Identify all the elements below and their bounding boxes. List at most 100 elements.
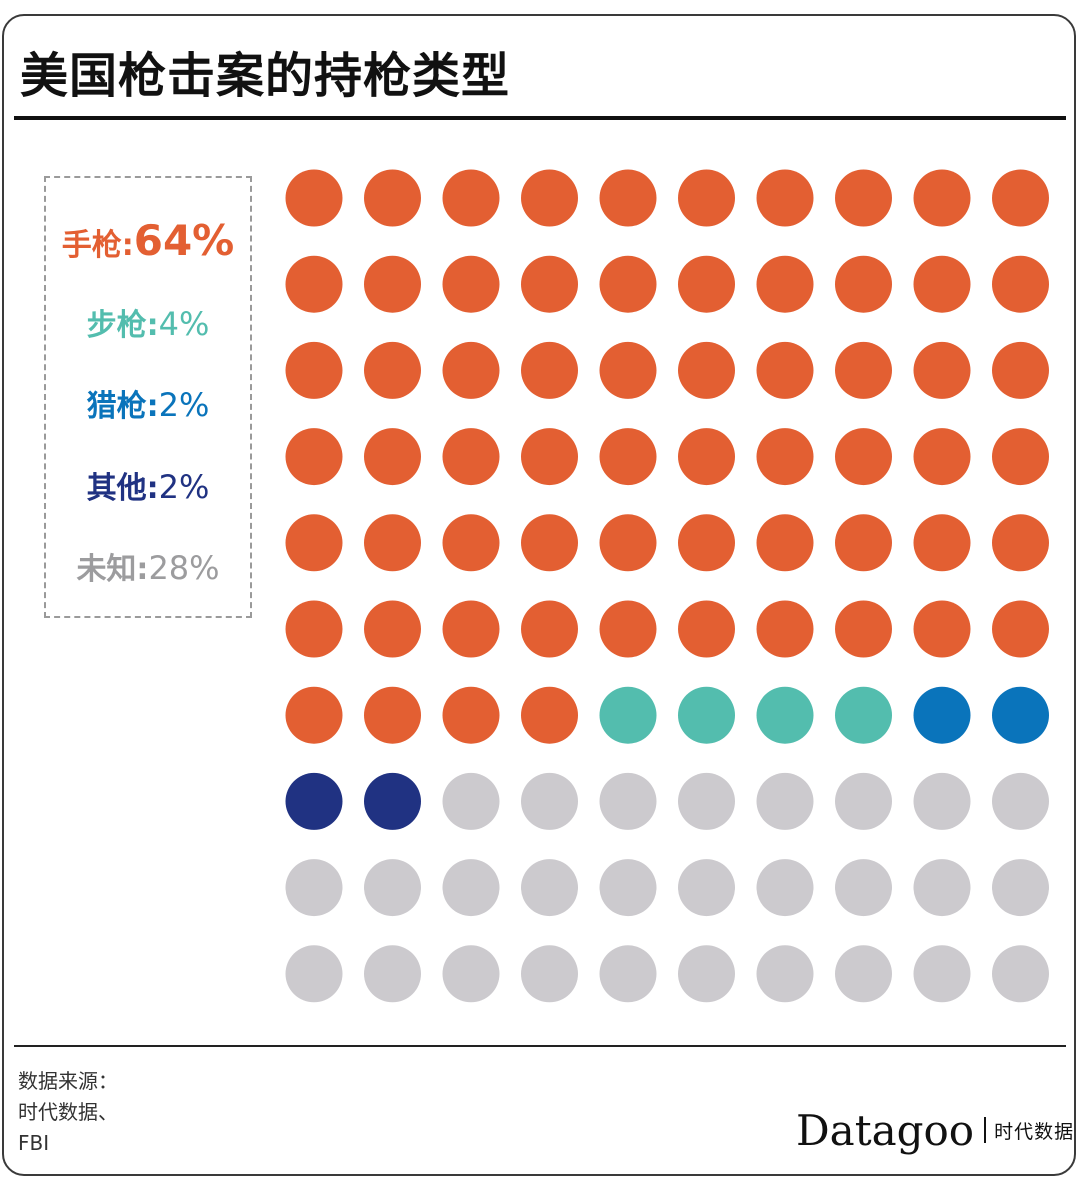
legend-value-handgun: 64%	[133, 216, 235, 265]
waffle-dot-手枪	[521, 600, 578, 658]
legend-label-handgun: 手枪:	[61, 228, 134, 263]
chart-title: 美国枪击案的持枪类型	[20, 48, 511, 104]
waffle-dot-步枪	[678, 686, 735, 744]
waffle-dot-手枪	[756, 514, 814, 572]
waffle-dot-手枪	[913, 600, 971, 658]
waffle-dot-未知	[521, 945, 578, 1003]
waffle-dot-未知	[756, 945, 814, 1003]
waffle-dot-步枪	[756, 686, 814, 744]
waffle-dot-手枪	[442, 255, 500, 313]
waffle-dot-手枪	[285, 428, 343, 486]
waffle-dot-未知	[678, 945, 735, 1003]
waffle-dot-手枪	[364, 514, 421, 572]
waffle-dot-手枪	[678, 255, 735, 313]
waffle-dot-手枪	[364, 428, 421, 486]
waffle-dot-未知	[599, 772, 657, 830]
waffle-dot-手枪	[599, 255, 657, 313]
waffle-dot-手枪	[364, 600, 421, 658]
waffle-dot-其他	[285, 772, 343, 830]
legend-label-shotgun: 猎枪:	[86, 389, 159, 424]
waffle-dot-未知	[913, 772, 971, 830]
waffle-dot-手枪	[913, 255, 971, 313]
waffle-dot-未知	[678, 859, 735, 917]
waffle-dot-手枪	[521, 686, 578, 744]
waffle-dot-手枪	[364, 686, 421, 744]
waffle-dot-手枪	[992, 169, 1049, 227]
legend-value-other: 2%	[158, 468, 210, 506]
waffle-dot-手枪	[442, 600, 500, 658]
waffle-dot-手枪	[521, 514, 578, 572]
waffle-dot-手枪	[678, 514, 735, 572]
legend-label-unknown: 未知:	[76, 552, 149, 587]
waffle-dot-手枪	[285, 341, 343, 399]
waffle-dot-手枪	[835, 600, 892, 658]
waffle-dot-手枪	[285, 686, 343, 744]
waffle-dot-手枪	[442, 686, 500, 744]
waffle-dot-手枪	[756, 428, 814, 486]
waffle-dot-未知	[913, 945, 971, 1003]
legend-item-shotgun: 猎枪:2%	[46, 381, 250, 425]
waffle-dot-手枪	[835, 514, 892, 572]
brand-tagline: 时代数据	[994, 1120, 1075, 1143]
waffle-dot-手枪	[913, 428, 971, 486]
waffle-dot-未知	[599, 945, 657, 1003]
waffle-dot-手枪	[992, 255, 1049, 313]
legend-value-unknown: 28%	[148, 549, 220, 587]
legend-value-rifle: 4%	[158, 305, 210, 343]
legend: 手枪:64% 步枪:4% 猎枪:2% 其他:2% 未知:28%	[44, 176, 252, 618]
waffle-dot-手枪	[285, 600, 343, 658]
legend-item-rifle: 步枪:4%	[46, 300, 250, 344]
waffle-dot-手枪	[756, 341, 814, 399]
waffle-dot-未知	[756, 859, 814, 917]
waffle-dot-步枪	[835, 686, 892, 744]
legend-item-handgun: 手枪:64%	[46, 216, 250, 265]
waffle-dot-手枪	[442, 514, 500, 572]
waffle-dot-手枪	[913, 169, 971, 227]
waffle-dot-手枪	[678, 169, 735, 227]
waffle-dot-未知	[521, 859, 578, 917]
waffle-dot-手枪	[599, 428, 657, 486]
waffle-grid	[285, 169, 1049, 1003]
waffle-dot-未知	[835, 772, 892, 830]
waffle-dot-未知	[992, 772, 1049, 830]
waffle-dot-手枪	[678, 341, 735, 399]
waffle-dot-手枪	[835, 169, 892, 227]
waffle-dot-未知	[835, 859, 892, 917]
waffle-dot-未知	[442, 859, 500, 917]
waffle-dot-未知	[521, 772, 578, 830]
waffle-dot-未知	[835, 945, 892, 1003]
waffle-dot-手枪	[285, 169, 343, 227]
waffle-dot-未知	[992, 859, 1049, 917]
waffle-dot-未知	[364, 859, 421, 917]
waffle-dot-手枪	[992, 341, 1049, 399]
waffle-dot-手枪	[599, 341, 657, 399]
waffle-dot-手枪	[364, 169, 421, 227]
waffle-dot-手枪	[521, 428, 578, 486]
waffle-dot-手枪	[992, 600, 1049, 658]
waffle-dot-手枪	[521, 341, 578, 399]
waffle-dot-未知	[678, 772, 735, 830]
legend-value-shotgun: 2%	[158, 386, 210, 424]
source-line-3: FBI	[18, 1131, 50, 1155]
waffle-dot-手枪	[678, 428, 735, 486]
waffle-dot-手枪	[521, 169, 578, 227]
waffle-dot-手枪	[521, 255, 578, 313]
waffle-dot-手枪	[442, 428, 500, 486]
waffle-dot-手枪	[599, 514, 657, 572]
waffle-dot-未知	[285, 945, 343, 1003]
waffle-dot-未知	[285, 859, 343, 917]
waffle-dot-猎枪	[913, 686, 971, 744]
legend-label-other: 其他:	[86, 471, 159, 506]
waffle-dot-未知	[442, 772, 500, 830]
waffle-dot-手枪	[442, 341, 500, 399]
waffle-dot-手枪	[992, 428, 1049, 486]
footer-divider	[14, 1045, 1066, 1047]
brand-logo: Datagoo 时代数据	[796, 1104, 1074, 1156]
source-line-2: 时代数据、	[18, 1100, 118, 1124]
waffle-dot-猎枪	[992, 686, 1049, 744]
source-line-1: 数据来源：	[18, 1069, 118, 1093]
waffle-dot-手枪	[992, 514, 1049, 572]
waffle-dot-未知	[442, 945, 500, 1003]
waffle-dot-手枪	[678, 600, 735, 658]
waffle-dot-手枪	[835, 428, 892, 486]
